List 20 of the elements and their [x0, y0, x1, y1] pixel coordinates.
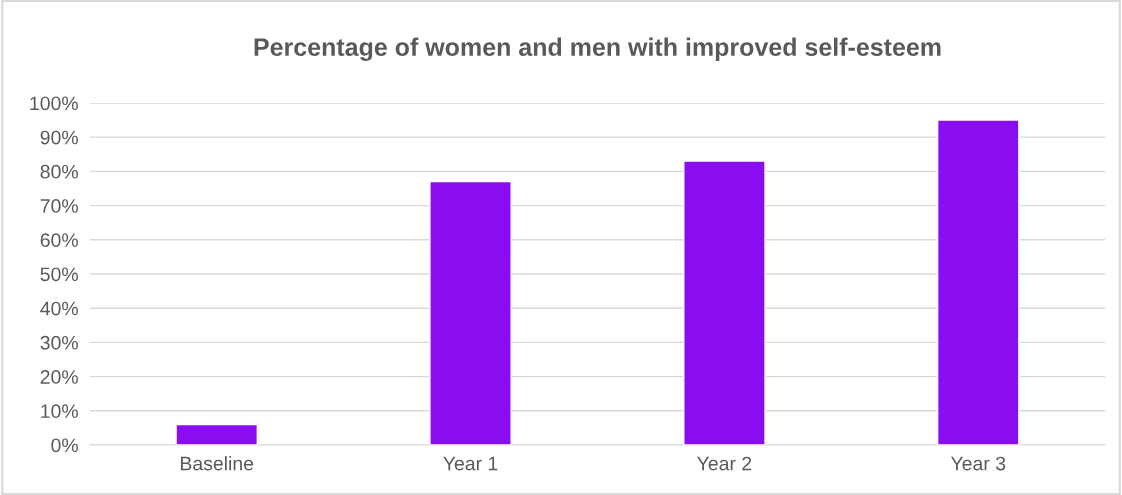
chart-title: Percentage of women and men with improved self-esteem	[254, 37, 941, 62]
y-tick-label: 90%	[40, 130, 78, 145]
bar	[175, 423, 258, 445]
y-tick-label: 10%	[41, 404, 78, 419]
y-tick-label: 70%	[40, 199, 78, 213]
y-tick-label: 40%	[40, 301, 78, 316]
bar	[936, 119, 1020, 445]
y-tick-label: 60%	[40, 233, 78, 248]
y-tick-label: 50%	[40, 267, 78, 282]
y-tick-label: 80%	[40, 164, 78, 179]
bar	[429, 180, 512, 445]
y-tick-label: 100%	[30, 96, 78, 111]
x-tick-label: Baseline	[180, 456, 254, 471]
bar	[683, 160, 766, 445]
y-tick-label: 30%	[40, 335, 78, 350]
x-tick-label: Year 1	[443, 456, 498, 471]
y-tick-label: 0%	[51, 438, 78, 453]
x-tick-label: Year 2	[697, 456, 752, 471]
y-tick-label: 20%	[40, 370, 78, 384]
x-tick-label: Year 3	[950, 456, 1006, 471]
